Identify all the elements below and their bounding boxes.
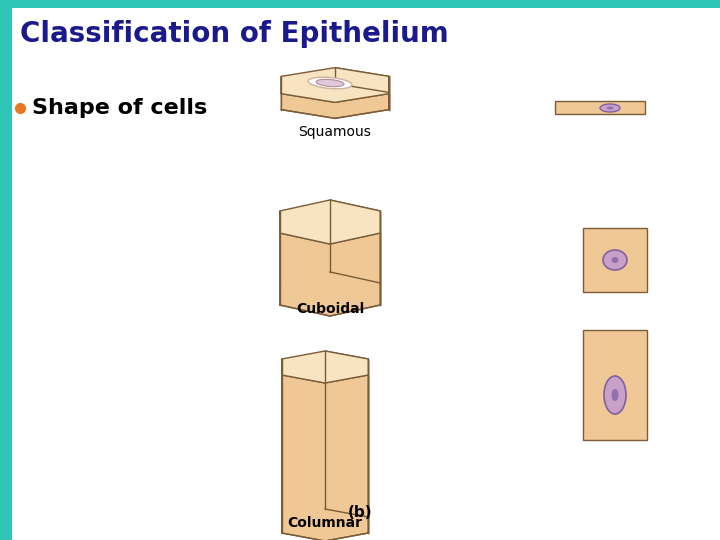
Polygon shape	[282, 351, 369, 383]
Polygon shape	[280, 200, 380, 244]
Ellipse shape	[606, 106, 613, 110]
Polygon shape	[282, 359, 369, 540]
Polygon shape	[280, 211, 380, 316]
Text: Shape of cells: Shape of cells	[32, 98, 207, 118]
Ellipse shape	[604, 376, 626, 414]
Bar	[583, 228, 647, 292]
Bar	[583, 330, 647, 440]
Ellipse shape	[316, 79, 344, 87]
Ellipse shape	[308, 77, 352, 89]
Ellipse shape	[603, 250, 627, 270]
Ellipse shape	[611, 257, 618, 263]
Text: Classification of Epithelium: Classification of Epithelium	[20, 20, 449, 48]
Polygon shape	[330, 200, 380, 283]
Polygon shape	[335, 68, 389, 92]
Text: (b): (b)	[348, 505, 372, 520]
Text: Columnar: Columnar	[287, 516, 362, 530]
Polygon shape	[282, 76, 389, 118]
Ellipse shape	[600, 104, 620, 112]
Bar	[555, 101, 645, 114]
Text: Cuboidal: Cuboidal	[296, 302, 364, 316]
Polygon shape	[325, 351, 369, 517]
Bar	[0, 0, 720, 8]
Bar	[0, 0, 12, 540]
Ellipse shape	[611, 389, 618, 401]
Polygon shape	[282, 68, 389, 103]
Text: Squamous: Squamous	[299, 125, 372, 139]
